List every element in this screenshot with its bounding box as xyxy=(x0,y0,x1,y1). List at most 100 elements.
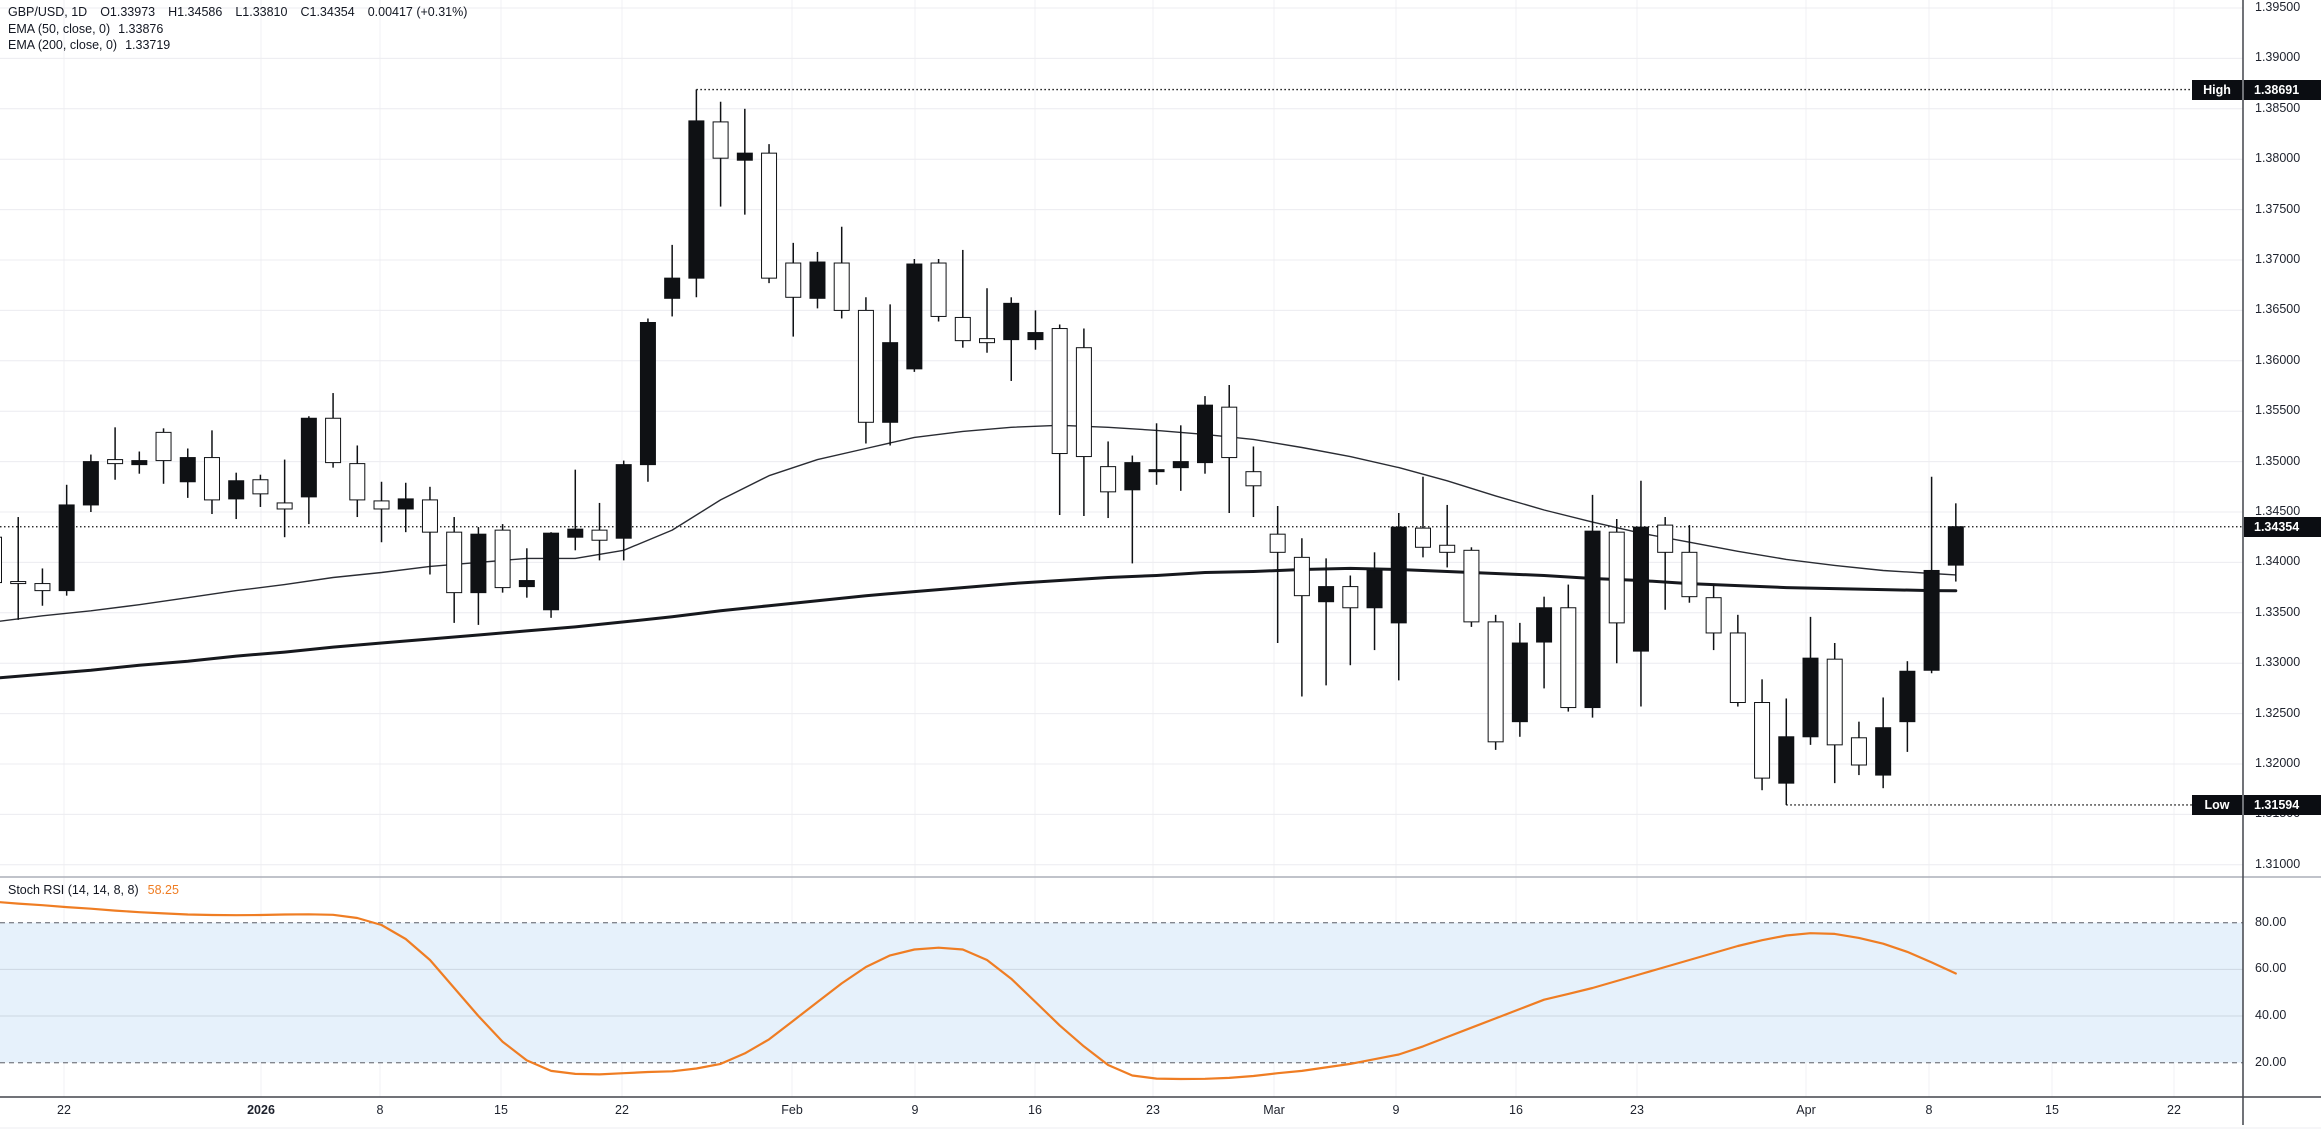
indicator-axis-label: 20.00 xyxy=(2255,1054,2287,1069)
candle-body xyxy=(1439,544,1456,553)
candle-body xyxy=(1923,569,1940,671)
price-axis-label: 1.31000 xyxy=(2255,856,2301,871)
candle-body xyxy=(421,499,438,533)
stoch-rsi-legend[interactable]: Stoch RSI (14, 14, 8, 8) 58.25 xyxy=(8,882,179,898)
time-axis-label: 16 xyxy=(1028,1103,1042,1117)
symbol-title[interactable]: GBP/USD, 1D xyxy=(8,5,88,19)
time-axis-label: 15 xyxy=(494,1103,508,1117)
price-axis-label: 1.35500 xyxy=(2255,403,2301,418)
ema50-value: 1.33876 xyxy=(118,21,164,36)
candle-body xyxy=(1293,556,1310,597)
candle-body xyxy=(0,536,2,584)
price-axis-label: 1.33000 xyxy=(2255,655,2301,670)
candle-body xyxy=(1899,670,1916,723)
candle-body xyxy=(446,531,463,594)
candle-body xyxy=(1681,551,1698,598)
time-axis-label: 15 xyxy=(2045,1103,2059,1117)
candle-body xyxy=(1269,533,1286,553)
candle-body xyxy=(639,321,656,466)
open-value: O1.33973 xyxy=(100,5,156,19)
candle-body xyxy=(179,457,196,483)
candle-body xyxy=(1245,471,1262,487)
candle-body xyxy=(567,528,584,538)
low-tag: Low xyxy=(2192,794,2242,815)
candle-body xyxy=(1632,526,1649,652)
axis-background xyxy=(2244,0,2321,1133)
candle-body xyxy=(857,309,874,423)
candle-body xyxy=(1536,607,1553,643)
candle-body xyxy=(1511,642,1528,723)
candle-body xyxy=(591,529,608,541)
candle-body xyxy=(1584,530,1601,709)
candle-body xyxy=(10,581,27,585)
candle-body xyxy=(107,459,124,465)
candle-body xyxy=(1705,597,1722,634)
candle-body xyxy=(155,431,172,462)
time-axis-label: 16 xyxy=(1509,1103,1523,1117)
candle-body xyxy=(325,417,342,464)
time-axis-label: Feb xyxy=(781,1103,803,1117)
ema200-line xyxy=(0,566,1958,680)
candle-body xyxy=(664,277,681,299)
stoch-band xyxy=(0,922,2243,1063)
price-axis-label: 1.36500 xyxy=(2255,302,2301,317)
indicator-axis-label: 40.00 xyxy=(2255,1008,2287,1023)
stoch-rsi-line xyxy=(0,901,1957,1081)
candle-body xyxy=(1366,569,1383,609)
price-axis-label: 1.32000 xyxy=(2255,756,2301,770)
candle-body xyxy=(615,464,632,539)
candle-body xyxy=(736,152,753,161)
low-price-badge: 1.31594 xyxy=(2244,794,2321,815)
candle-body xyxy=(785,262,802,298)
price-axis-label: 1.38000 xyxy=(2255,151,2301,166)
time-axis-label: 22 xyxy=(2167,1103,2181,1117)
price-axis-label: 1.34500 xyxy=(2255,504,2301,518)
price-axis-label: 1.36000 xyxy=(2255,352,2301,367)
price-axis-label: 1.34000 xyxy=(2255,554,2301,569)
candle-body xyxy=(1560,607,1577,709)
candle-body xyxy=(1197,404,1213,464)
candle-body xyxy=(882,342,899,423)
candle-body xyxy=(1318,586,1335,603)
price-axis-label: 1.35000 xyxy=(2255,453,2301,468)
candle-body xyxy=(276,502,293,510)
high-tag: High xyxy=(2192,79,2242,100)
candle-body xyxy=(1947,526,1964,566)
time-axis-label: 9 xyxy=(911,1103,919,1117)
candle-body xyxy=(833,262,850,311)
candle-body xyxy=(1826,658,1843,746)
symbol-legend: GBP/USD, 1D O1.33973 H1.34586 L1.33810 C1.34… xyxy=(8,4,467,54)
time-axis-label: 22 xyxy=(57,1103,71,1117)
candle-body xyxy=(1414,527,1431,548)
symbol-ohlc-row[interactable]: GBP/USD, 1D O1.33973 H1.34586 L1.33810 C1.34… xyxy=(8,4,467,21)
price-axis-label: 1.39500 xyxy=(2255,0,2301,14)
candle-body xyxy=(688,120,705,279)
candle-body xyxy=(1657,524,1674,553)
candle-body xyxy=(1608,531,1625,624)
candle-body xyxy=(300,417,317,498)
indicator-axis-label: 80.00 xyxy=(2255,914,2287,929)
time-axis-label: 9 xyxy=(1392,1103,1400,1117)
candle-body xyxy=(34,583,51,592)
candle-body xyxy=(58,504,75,592)
candle-body xyxy=(543,532,560,611)
candle-body xyxy=(228,480,245,500)
candle-body xyxy=(930,262,947,317)
candle-body xyxy=(1850,737,1867,766)
candle-body xyxy=(252,479,269,495)
change-value: 0.00417 (+0.31%) xyxy=(367,5,468,19)
last-price-badge: 1.34354 xyxy=(2244,516,2321,537)
ema50-legend-row[interactable]: EMA (50, close, 0) 1.33876 xyxy=(8,21,467,38)
candle-body xyxy=(1390,526,1407,624)
candle-body xyxy=(712,121,729,159)
price-axis-label: 1.33500 xyxy=(2255,604,2301,619)
ema200-legend-row[interactable]: EMA (200, close, 0) 1.33719 xyxy=(8,37,467,54)
candle-body xyxy=(1221,406,1238,459)
candle-body xyxy=(1027,332,1044,341)
candle-body xyxy=(1003,302,1020,341)
candle-body xyxy=(1729,632,1746,704)
time-axis-label: 23 xyxy=(1146,1103,1160,1117)
candle-body xyxy=(1487,621,1504,743)
